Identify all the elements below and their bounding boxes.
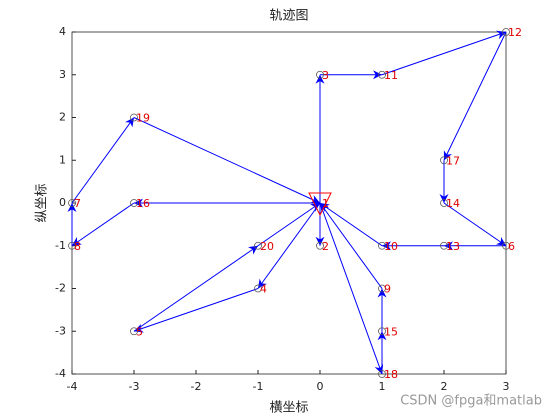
trajectory-segment: [319, 202, 383, 289]
node: [378, 370, 386, 378]
node: [254, 284, 262, 293]
node-label: 8: [74, 240, 81, 253]
y-axis-label: 纵坐标: [35, 183, 50, 222]
trajectory-segment: [443, 202, 507, 247]
x-tick-label: -2: [191, 380, 202, 393]
node: [316, 70, 324, 79]
node: [68, 241, 76, 250]
node: [130, 113, 138, 122]
node: [68, 199, 76, 207]
node: [378, 327, 386, 336]
y-tick-label: -3: [55, 324, 66, 337]
y-tick-label: 0: [59, 196, 66, 209]
node-label: 15: [384, 325, 398, 338]
node: [378, 70, 386, 79]
node: [130, 327, 138, 336]
x-tick-label: 1: [379, 380, 386, 393]
node: [440, 199, 448, 207]
node-label: 10: [384, 240, 398, 253]
trajectory-segment: [381, 30, 507, 76]
node: [254, 241, 262, 250]
watermark: CSDN @fpga和matlab: [400, 394, 542, 409]
node-label: 2: [322, 240, 329, 253]
y-tick-label: 3: [59, 68, 66, 81]
node: [316, 241, 324, 250]
y-tick-label: 1: [59, 153, 66, 166]
node-label: 14: [446, 197, 460, 210]
node: [378, 284, 386, 293]
trajectory-segment: [71, 202, 135, 247]
x-tick-label: -4: [67, 380, 78, 393]
node-label: 4: [260, 283, 267, 296]
y-tick-label: 4: [59, 25, 66, 38]
node-label: 5: [136, 325, 143, 338]
node: [440, 241, 448, 250]
trajectory-segment: [71, 117, 135, 204]
trajectory-segment: [257, 202, 321, 289]
y-tick-label: 2: [59, 111, 66, 124]
y-tick-label: -4: [55, 367, 66, 380]
node-label: 6: [508, 240, 515, 253]
node-label: 1: [322, 197, 329, 210]
node-label: 18: [384, 368, 398, 381]
x-tick-label: -1: [253, 380, 264, 393]
x-tick-label: 3: [503, 380, 510, 393]
trajectory-segment: [133, 117, 321, 204]
trajectory-segment: [133, 245, 259, 332]
x-tick-label: -3: [129, 380, 140, 393]
node-label: 3: [322, 69, 329, 82]
node-label: 19: [136, 112, 150, 125]
node-label: 20: [260, 240, 274, 253]
trajectory-segment: [257, 202, 321, 247]
trajectory-segment: [133, 288, 259, 333]
y-tick-label: -2: [55, 282, 66, 295]
node-label: 11: [384, 69, 398, 82]
node-label: 17: [446, 154, 460, 167]
y-tick-label: -1: [55, 239, 66, 252]
node: [502, 241, 510, 250]
node: [440, 156, 448, 165]
node-label: 9: [384, 283, 391, 296]
node: [130, 199, 138, 207]
node-label: 13: [446, 240, 460, 253]
node: [502, 28, 510, 36]
start-marker: [308, 192, 332, 217]
trajectory-segment: [443, 31, 507, 161]
x-tick-label: 0: [317, 380, 324, 393]
x-tick-label: 2: [441, 380, 448, 393]
node-label: 12: [508, 26, 522, 39]
node-label: 7: [74, 197, 81, 210]
trajectory-segment: [319, 202, 384, 375]
node-label: 16: [136, 197, 150, 210]
node: [378, 241, 386, 250]
x-axis-label: 横坐标: [269, 401, 308, 416]
chart-title: 轨迹图: [269, 9, 308, 24]
trajectory-segment: [319, 202, 383, 247]
